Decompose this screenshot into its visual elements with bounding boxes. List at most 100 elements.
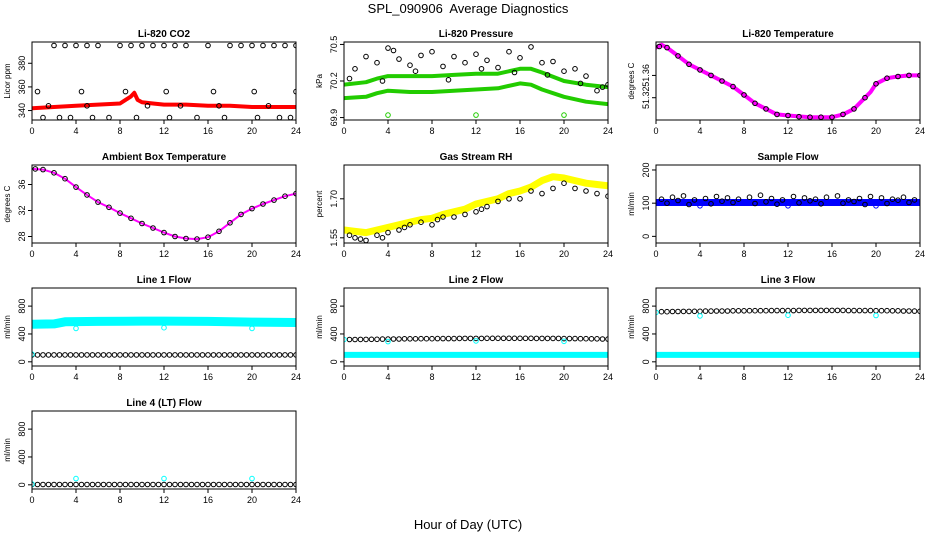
data-point xyxy=(133,352,140,358)
x-tick-label: 12 xyxy=(159,372,169,382)
data-point xyxy=(84,103,90,109)
data-point xyxy=(412,336,419,342)
data-point xyxy=(840,200,846,206)
x-tick-label: 24 xyxy=(291,372,301,382)
data-point xyxy=(232,481,239,488)
data-point xyxy=(73,325,79,332)
data-point xyxy=(752,100,758,107)
data-point xyxy=(205,42,211,49)
plot-area xyxy=(32,475,296,488)
y-tick-label: 800 xyxy=(329,299,339,314)
data-point xyxy=(741,92,747,98)
data-point xyxy=(161,42,167,49)
data-point xyxy=(702,195,709,202)
data-point xyxy=(561,112,567,118)
data-point xyxy=(216,228,222,235)
data-point xyxy=(45,481,52,488)
data-point xyxy=(34,352,41,358)
data-point xyxy=(249,352,255,358)
data-point xyxy=(506,196,512,202)
x-tick-label: 0 xyxy=(341,372,346,382)
data-point xyxy=(851,307,857,314)
data-point xyxy=(84,42,90,49)
data-point xyxy=(686,61,692,68)
data-point xyxy=(357,236,364,242)
data-point xyxy=(823,194,830,200)
x-tick-label: 12 xyxy=(159,495,169,505)
data-point xyxy=(664,308,670,315)
y-tick-label: 51.36 xyxy=(641,64,651,87)
y-tick-label: 200 xyxy=(641,162,651,177)
data-point xyxy=(845,307,852,314)
x-tick-label: 0 xyxy=(29,495,34,505)
x-tick-label: 8 xyxy=(429,372,434,382)
data-point xyxy=(555,335,562,342)
data-point xyxy=(265,481,272,488)
y-axis-label: ml/min xyxy=(627,315,636,339)
data-point xyxy=(675,308,681,315)
y-tick-label: 28 xyxy=(17,231,27,241)
data-point xyxy=(401,224,408,231)
data-point xyxy=(605,81,608,88)
x-tick-label: 8 xyxy=(117,126,122,136)
data-point xyxy=(774,111,780,118)
data-point xyxy=(139,352,145,358)
data-point xyxy=(867,193,874,200)
data-point xyxy=(434,335,441,342)
data-point xyxy=(183,235,189,242)
data-point xyxy=(900,194,907,200)
y-axis-label: ml/min xyxy=(627,192,636,216)
x-tick-label: 20 xyxy=(247,126,257,136)
data-point xyxy=(89,352,96,358)
data-point xyxy=(161,324,167,331)
data-point xyxy=(216,352,222,358)
data-point xyxy=(834,193,841,199)
panel-6: Line 1 Flow ml/min 0 4 8 12 16 20 24 0 400 800 xyxy=(3,275,301,382)
data-point xyxy=(346,336,353,343)
data-point xyxy=(379,235,386,241)
x-tick-label: 0 xyxy=(653,126,658,136)
data-point xyxy=(73,352,79,358)
data-point xyxy=(697,203,703,209)
data-point xyxy=(260,201,266,207)
data-point xyxy=(752,200,758,207)
data-point xyxy=(172,352,178,358)
y-tick-label: 70.2 xyxy=(329,72,339,90)
data-point xyxy=(194,352,200,358)
x-tick-label: 12 xyxy=(783,126,793,136)
data-point xyxy=(271,197,277,203)
data-point xyxy=(128,42,134,49)
data-point xyxy=(374,336,380,343)
data-point xyxy=(221,481,228,488)
data-point xyxy=(763,307,769,314)
data-point xyxy=(287,114,294,120)
data-point xyxy=(752,307,758,314)
data-point xyxy=(172,481,178,488)
data-point xyxy=(708,201,714,207)
data-point xyxy=(818,307,824,314)
x-tick-label: 16 xyxy=(827,372,837,382)
series-band-1 xyxy=(344,81,608,107)
plot-area xyxy=(344,44,608,118)
x-tick-label: 20 xyxy=(247,372,257,382)
data-point xyxy=(177,481,184,488)
panel-title: Ambient Box Temperature xyxy=(102,152,227,163)
y-tick-label: 1.55 xyxy=(329,229,339,247)
data-point xyxy=(539,190,545,197)
data-point xyxy=(122,481,129,488)
data-point xyxy=(199,352,206,358)
data-point xyxy=(276,352,283,358)
x-tick-label: 20 xyxy=(247,495,257,505)
data-point xyxy=(484,335,490,342)
data-point xyxy=(517,55,523,61)
x-tick-label: 20 xyxy=(247,249,257,259)
data-point xyxy=(188,352,195,358)
data-point xyxy=(232,352,239,358)
data-point xyxy=(478,66,485,72)
data-point xyxy=(249,475,255,482)
data-point xyxy=(128,215,134,222)
data-point xyxy=(807,114,813,120)
data-point xyxy=(473,338,479,344)
data-point xyxy=(363,53,369,60)
data-point xyxy=(238,481,244,488)
